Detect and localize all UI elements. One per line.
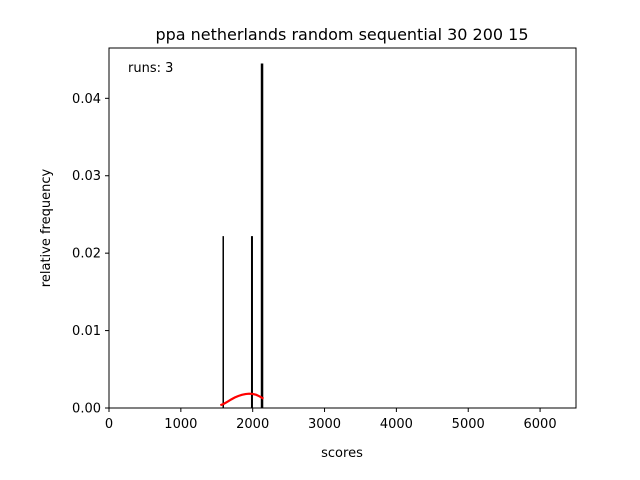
y-axis-ticks: 0.00 0.01 0.02 0.03 0.04 [72,92,109,417]
x-tick-label: 1000 [164,417,197,432]
chart-title: ppa netherlands random sequential 30 200… [155,25,528,44]
x-tick-label: 3000 [308,417,341,432]
y-tick-label: 0.02 [72,247,101,262]
y-tick-label: 0.00 [72,402,101,417]
plot-area [109,48,576,408]
y-tick-label: 0.04 [72,92,101,107]
x-tick-label: 5000 [452,417,485,432]
plot-frame [108,47,577,409]
x-tick-label: 4000 [380,417,413,432]
x-axis-label: scores [321,446,363,461]
x-axis-ticks: 0 1000 2000 3000 4000 5000 6000 [105,408,557,432]
x-tick-label: 0 [105,417,113,432]
density-curve [219,392,265,407]
y-tick-label: 0.03 [72,169,101,184]
y-tick-label: 0.01 [72,324,101,339]
y-axis-label: relative frequency [39,169,54,288]
histogram-bars [222,63,264,408]
x-tick-label: 6000 [524,417,557,432]
x-tick-label: 2000 [236,417,269,432]
runs-annotation: runs: 3 [128,61,173,76]
